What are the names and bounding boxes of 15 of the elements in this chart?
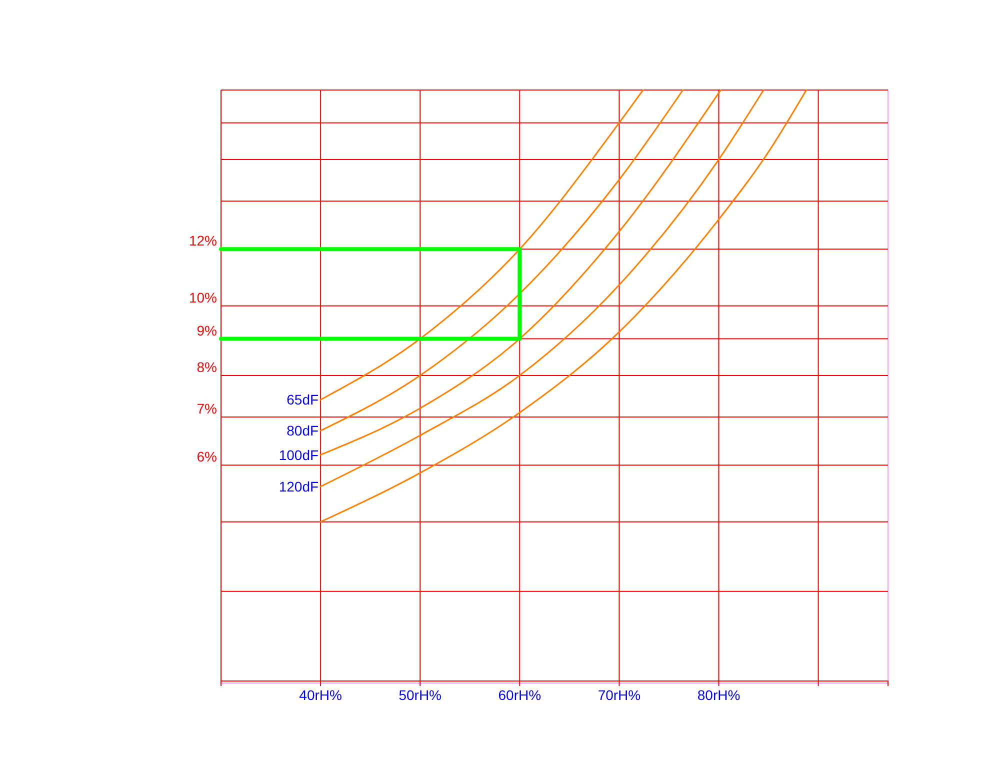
y-tick-label: 12%	[188, 232, 217, 249]
series-label: 65dF	[286, 392, 319, 408]
y-tick-label: 8%	[196, 358, 217, 375]
x-tick-label: 50rH%	[398, 686, 442, 703]
y-tick-label: 7%	[196, 400, 217, 417]
x-tick-label: 60rH%	[498, 686, 542, 703]
x-tick-label: 40rH%	[299, 686, 342, 703]
x-tick-label: 80rH%	[697, 686, 740, 703]
series-label: 80dF	[286, 422, 319, 439]
y-tick-label: 9%	[196, 322, 217, 338]
series-label: 100dF	[278, 446, 319, 463]
y-tick-label: 10%	[188, 289, 217, 306]
y-tick-label: 6%	[196, 448, 217, 465]
series-label: 120dF	[278, 478, 319, 495]
x-tick-label: 70rH%	[598, 686, 641, 703]
